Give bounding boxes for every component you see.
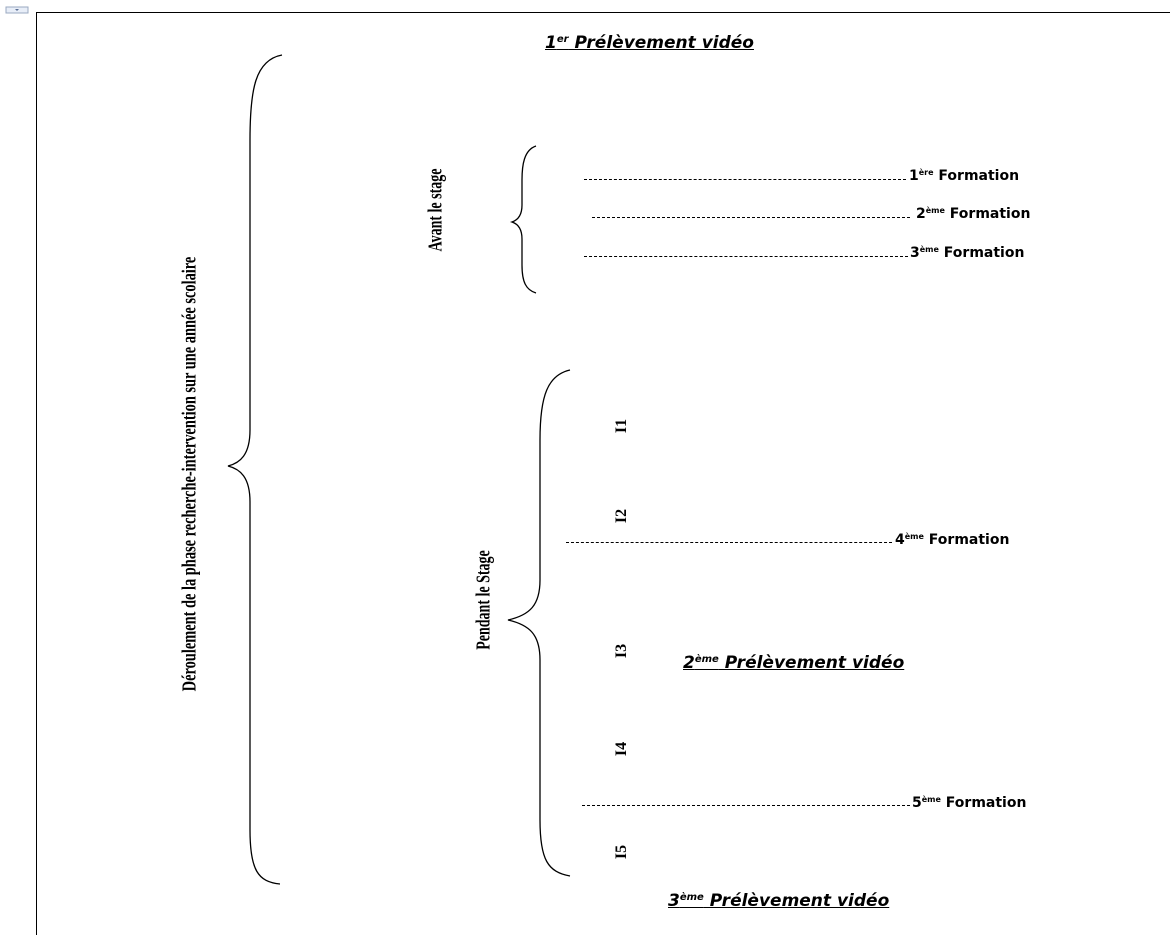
formation-5-leader bbox=[582, 805, 910, 806]
video-2-label: 2ème Prélèvement vidéo bbox=[683, 653, 905, 673]
formation-2-leader bbox=[592, 217, 910, 218]
video-1-label: 1er Prélèvement vidéo bbox=[545, 33, 754, 53]
video-3-label: 3ème Prélèvement vidéo bbox=[668, 891, 890, 911]
main-phase-label: Déroulement de la phase recherche-interv… bbox=[178, 256, 201, 692]
avant-stage-label: Avant le stage bbox=[424, 168, 447, 252]
formation-5-label: 5ème Formation bbox=[912, 795, 1027, 811]
frame-left-border bbox=[36, 12, 37, 935]
formation-4-label: 4ème Formation bbox=[895, 532, 1010, 548]
formation-1-label: 1ère Formation bbox=[909, 168, 1020, 184]
frame-top-border bbox=[36, 12, 1170, 13]
formation-2-label: 2ème Formation bbox=[916, 206, 1031, 222]
main-brace bbox=[227, 54, 283, 885]
intervention-i2-label: I2 bbox=[613, 508, 630, 524]
intervention-i5-label: I5 bbox=[613, 844, 630, 860]
formation-3-leader bbox=[584, 256, 908, 257]
intervention-i3-label: I3 bbox=[613, 643, 630, 659]
formation-4-leader bbox=[566, 542, 892, 543]
formation-3-label: 3ème Formation bbox=[910, 245, 1025, 261]
intervention-i1-label: I1 bbox=[613, 418, 630, 434]
formation-1-leader bbox=[584, 179, 906, 180]
intervention-i4-label: I4 bbox=[613, 741, 630, 757]
avant-brace bbox=[509, 145, 537, 294]
pendant-brace bbox=[507, 369, 571, 877]
corner-tab bbox=[0, 0, 34, 14]
pendant-stage-label: Pendant le Stage bbox=[472, 550, 495, 650]
